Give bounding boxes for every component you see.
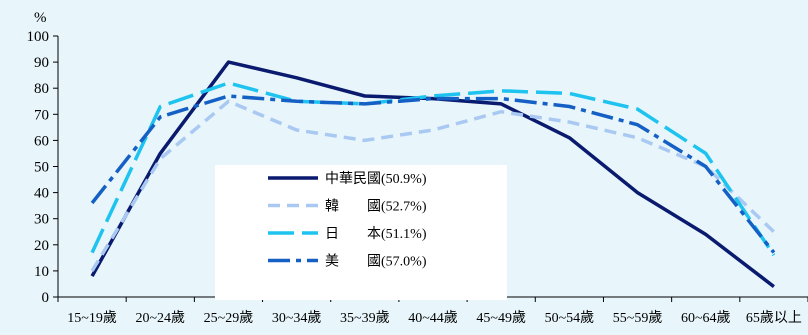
x-tick-label: 55~59歲 bbox=[613, 310, 663, 326]
y-tick-label: 0 bbox=[42, 290, 50, 306]
legend-label-1: 中華民國(50.9%) bbox=[325, 171, 427, 187]
x-tick-label: 20~24歲 bbox=[135, 310, 185, 326]
x-tick-label: 50~54歲 bbox=[545, 310, 595, 326]
y-tick-label: 80 bbox=[34, 81, 49, 97]
y-tick-label: 60 bbox=[34, 133, 49, 149]
legend-label-3: 日 本(51.1%) bbox=[325, 226, 427, 242]
y-tick-label: 70 bbox=[34, 107, 49, 123]
y-tick-label: 100 bbox=[27, 29, 50, 45]
x-tick-label: 40~44歲 bbox=[408, 310, 458, 326]
legend: 中華民國(50.9%) 韓 國(52.7%) 日 本(51.1%) 美 國(57.0%… bbox=[215, 165, 507, 300]
x-tick-label: 35~39歲 bbox=[340, 310, 390, 326]
y-tick-label: 40 bbox=[34, 186, 49, 202]
y-tick-label: 90 bbox=[34, 55, 49, 71]
x-tick-label: 60~64歲 bbox=[681, 310, 731, 326]
y-tick-label: 30 bbox=[34, 212, 49, 228]
legend-label-2: 韓 國(52.7%) bbox=[325, 199, 427, 215]
legend-label-4: 美 國(57.0%) bbox=[325, 254, 427, 270]
y-tick-label: 20 bbox=[34, 238, 49, 254]
x-tick-label: 65歲以上 bbox=[746, 310, 802, 326]
x-tick-label: 25~29歲 bbox=[204, 310, 254, 326]
x-tick-label: 45~49歲 bbox=[476, 310, 526, 326]
y-axis-label: % bbox=[34, 10, 47, 26]
y-tick-label: 10 bbox=[34, 264, 49, 280]
x-tick-label: 15~19歲 bbox=[67, 310, 117, 326]
x-tick-label: 30~34歲 bbox=[272, 310, 322, 326]
y-tick-label: 50 bbox=[34, 160, 49, 176]
